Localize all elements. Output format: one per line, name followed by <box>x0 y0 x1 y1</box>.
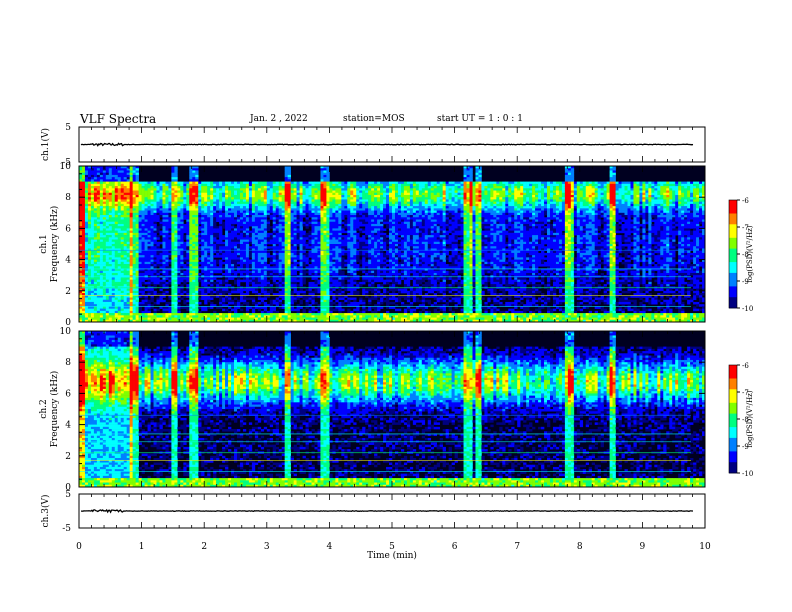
ch1-spectrogram-ytick-label: 0 <box>65 318 71 328</box>
ch2-spectrogram-colorbar-tick-label: -9 <box>742 443 749 451</box>
ch2-spectrogram-ytick-label: 0 <box>65 483 71 493</box>
ch2-spectrogram-ytick-label: 2 <box>65 452 71 462</box>
ch2-spectrogram-ylabel-channel: ch.2 <box>39 399 49 418</box>
ch2-spectrogram-colorbar-tick-label: -7 <box>742 389 749 397</box>
ch3-waveform-trace <box>81 508 693 514</box>
ch2-spectrogram-colorbar <box>728 364 738 474</box>
ch3-waveform-ytick-label: 5 <box>65 490 71 500</box>
date-label: Jan. 2 , 2022 <box>250 114 308 124</box>
xtick-label: 3 <box>264 542 270 552</box>
ch2-spectrogram-ytick-label: 4 <box>65 421 71 431</box>
xtick-label: 4 <box>327 542 333 552</box>
ch1-spectrogram-ytick-label: 10 <box>60 162 72 172</box>
xtick-label: 6 <box>452 542 458 552</box>
xtick-label: 5 <box>389 542 395 552</box>
ch1-spectrogram-ytick-label: 8 <box>65 193 71 203</box>
ch1-spectrogram-colorbar-tick-label: -9 <box>742 278 749 286</box>
ch1-spectrogram-colorbar-tick-label: -7 <box>742 224 749 232</box>
ch1-spectrogram-ytick-label: 6 <box>65 224 71 234</box>
ch2-spectrogram-colorbar-tick-label: -8 <box>742 416 749 424</box>
xtick-label: 10 <box>699 542 711 552</box>
chart-title: VLF Spectra <box>80 112 156 126</box>
ch1-spectrogram-ylabel-frequency: Frequency (kHz) <box>49 206 60 283</box>
xtick-label: 1 <box>139 542 145 552</box>
ch2-spectrogram-colorbar-tick-label: -10 <box>742 470 753 478</box>
ch3-waveform-ylabel: ch.3(V) <box>40 495 51 528</box>
xtick-label: 8 <box>577 542 583 552</box>
ch1-spectrogram-colorbar-tick-label: -10 <box>742 305 753 313</box>
xtick-label: 0 <box>76 542 82 552</box>
ch2-spectrogram-heatmap <box>79 331 706 488</box>
ch1-spectrogram-ytick-label: 4 <box>65 256 71 266</box>
ch1-spectrogram-heatmap <box>79 166 706 323</box>
ch3-waveform-ytick-label: -5 <box>62 524 71 534</box>
ch1-waveform-ytick-label: -5 <box>62 158 71 168</box>
ch2-spectrogram-colorbar-label: log(PSD)(V²/Hz) <box>746 390 754 447</box>
ch1-spectrogram-colorbar <box>728 199 738 309</box>
ch2-spectrogram-ytick-label: 10 <box>60 327 72 337</box>
ch2-spectrogram-ylabel-frequency: Frequency (kHz) <box>49 371 60 448</box>
station-label: station=MOS <box>343 114 405 124</box>
ch1-waveform-trace <box>80 142 694 147</box>
ch1-spectrogram-colorbar-label: log(PSD)(V²/Hz) <box>746 225 754 282</box>
ch2-spectrogram-ytick-label: 8 <box>65 358 71 368</box>
ch2-spectrogram-ytick-label: 6 <box>65 389 71 399</box>
ch1-spectrogram-ytick-label: 2 <box>65 287 71 297</box>
ch1-spectrogram-colorbar-tick-label: -6 <box>742 197 749 205</box>
xtick-label: 2 <box>201 542 207 552</box>
ch2-spectrogram-colorbar-tick-label: -6 <box>742 362 749 370</box>
xtick-label: 7 <box>514 542 520 552</box>
ch1-spectrogram-colorbar-tick-label: -8 <box>742 251 749 259</box>
start-time-label: start UT = 1 : 0 : 1 <box>437 114 523 124</box>
xtick-label: 9 <box>640 542 646 552</box>
xaxis-label: Time (min) <box>367 550 417 561</box>
ch1-waveform-ytick-label: 5 <box>65 123 71 133</box>
ch1-spectrogram-ylabel-channel: ch.1 <box>39 234 49 253</box>
ch1-waveform-ylabel: ch.1(V) <box>40 128 51 161</box>
